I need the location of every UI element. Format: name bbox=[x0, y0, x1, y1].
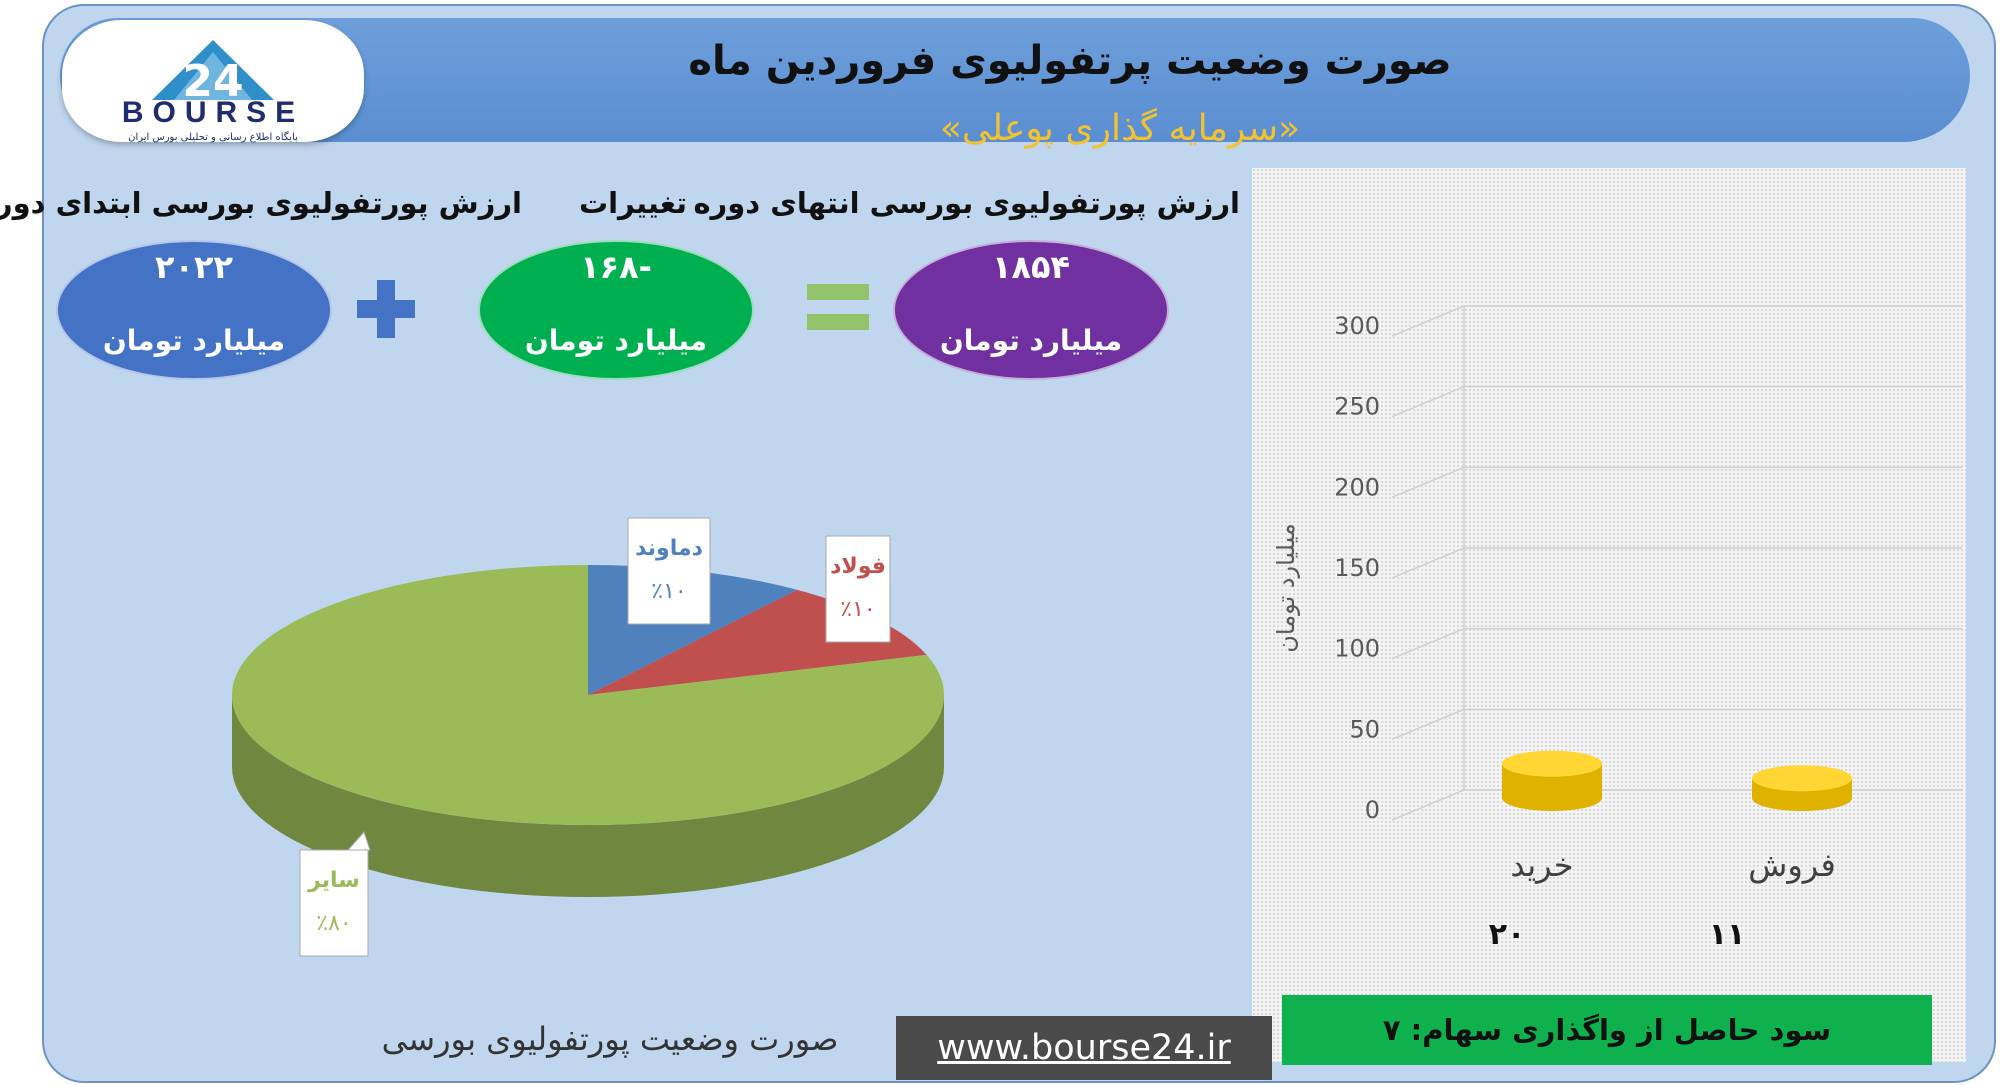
svg-text:24: 24 bbox=[182, 56, 243, 100]
logo-caption: پایگاه اطلاع رسانی و تحلیلی بورس ایران bbox=[128, 132, 298, 143]
pie-slice-2 bbox=[231, 565, 944, 825]
portfolio-pie-chart: دماوند ٪۱۰ فولاد ٪۱۰ سایر ٪۸۰ bbox=[231, 517, 944, 957]
pie-label-damavand-name: دماوند bbox=[635, 536, 703, 561]
start-value-badge: ۲۰۲۲ میلیارد تومان bbox=[56, 240, 332, 380]
change-value: -۱۶۸ bbox=[580, 248, 652, 286]
cylinder-top-1 bbox=[1752, 765, 1852, 792]
gridline-diag bbox=[1391, 466, 1465, 499]
category-label: فروش bbox=[1748, 846, 1835, 884]
cylinder-top-0 bbox=[1502, 750, 1602, 777]
gridline-diag bbox=[1391, 547, 1465, 579]
logo-wordmark: BOURSE bbox=[121, 96, 305, 129]
pie-caption: صورت وضعیت پورتفولیوی بورسی bbox=[381, 1020, 839, 1058]
end-value-badge: ۱۸۵۴ میلیارد تومان bbox=[893, 240, 1169, 380]
pie-label-sayer: سایر ٪۸۰ bbox=[299, 831, 371, 957]
y-tick-label: 0 bbox=[1365, 796, 1380, 824]
end-value-label: ارزش پورتفولیوی بورسی انتهای دوره bbox=[693, 186, 1240, 220]
bar-categories: خرید فروش bbox=[1510, 846, 1835, 884]
change-unit: میلیارد تومان bbox=[524, 324, 708, 357]
y-tick-label: 50 bbox=[1349, 715, 1380, 743]
pie-label-foolad: فولاد ٪۱۰ bbox=[825, 535, 891, 643]
website-link[interactable]: www.bourse24.ir bbox=[896, 1016, 1272, 1080]
page-title: صورت وضعیت پرتفولیوی فروردین ماه bbox=[688, 38, 1452, 84]
gridline-diag bbox=[1391, 305, 1465, 337]
bar-value-labels: ۲۰ ۱۱ bbox=[1489, 917, 1746, 952]
y-tick-label: 300 bbox=[1334, 312, 1380, 340]
pie-label-damavand-value: ٪۱۰ bbox=[651, 579, 686, 604]
y-tick-label: 200 bbox=[1334, 473, 1380, 501]
category-label: خرید bbox=[1510, 846, 1573, 884]
plus-icon bbox=[357, 280, 415, 338]
pie-label-sayer-name: سایر bbox=[307, 868, 360, 893]
cylinder-body-0 bbox=[1502, 763, 1602, 811]
y-tick-label: 150 bbox=[1334, 554, 1380, 582]
bar-y-axis-label: میلیارد تومان bbox=[1272, 523, 1300, 652]
change-badge: -۱۶۸ میلیارد تومان bbox=[478, 240, 754, 380]
bar-gridlines bbox=[1391, 305, 1962, 821]
equals-icon bbox=[807, 284, 869, 330]
start-value-label: ارزش پورتفولیوی بورسی ابتدای دوره bbox=[0, 186, 522, 220]
value-label: ۲۰ bbox=[1489, 917, 1526, 952]
value-label: ۱۱ bbox=[1709, 917, 1746, 952]
start-value: ۲۰۲۲ bbox=[154, 248, 234, 286]
trade-bar-chart: 0 50 100 150 200 250 300 خرید فروش ۲۰ ۱۱ میلیارد… bbox=[1272, 305, 1962, 952]
gridline-diag bbox=[1391, 385, 1465, 418]
pie-label-foolad-value: ٪۱۰ bbox=[840, 597, 875, 622]
gridline-diag bbox=[1391, 789, 1465, 821]
bar-cylinders bbox=[1502, 750, 1852, 811]
end-value: ۱۸۵۴ bbox=[991, 248, 1071, 286]
bourse24-logo: 24 BOURSE پایگاه اطلاع رسانی و تحلیلی بو… bbox=[62, 20, 364, 143]
y-tick-label: 100 bbox=[1334, 635, 1380, 663]
header-banner: صورت وضعیت پرتفولیوی فروردین ماه «سرمایه… bbox=[60, 18, 1970, 149]
pie-label-sayer-value: ٪۸۰ bbox=[316, 911, 351, 936]
page-subtitle: «سرمایه گذاری پوعلی» bbox=[939, 108, 1301, 149]
trade-chart-panel bbox=[1252, 168, 1966, 1062]
start-value-unit: میلیارد تومان bbox=[102, 324, 286, 357]
profit-banner: سود حاصل از واگذاری سهام: ۷ bbox=[1282, 995, 1932, 1065]
change-label: تغییرات bbox=[578, 186, 688, 220]
pie-label-foolad-name: فولاد bbox=[830, 554, 886, 579]
gridline-diag bbox=[1391, 708, 1465, 741]
pie-label-damavand: دماوند ٪۱۰ bbox=[627, 517, 711, 625]
end-value-unit: میلیارد تومان bbox=[939, 324, 1123, 357]
pie-slice-side-2 bbox=[232, 695, 944, 897]
gridline-diag bbox=[1391, 627, 1465, 660]
y-tick-label: 250 bbox=[1334, 393, 1380, 421]
bar-y-ticks: 0 50 100 150 200 250 300 bbox=[1334, 312, 1380, 824]
logo-mark-icon: 24 bbox=[152, 40, 274, 100]
